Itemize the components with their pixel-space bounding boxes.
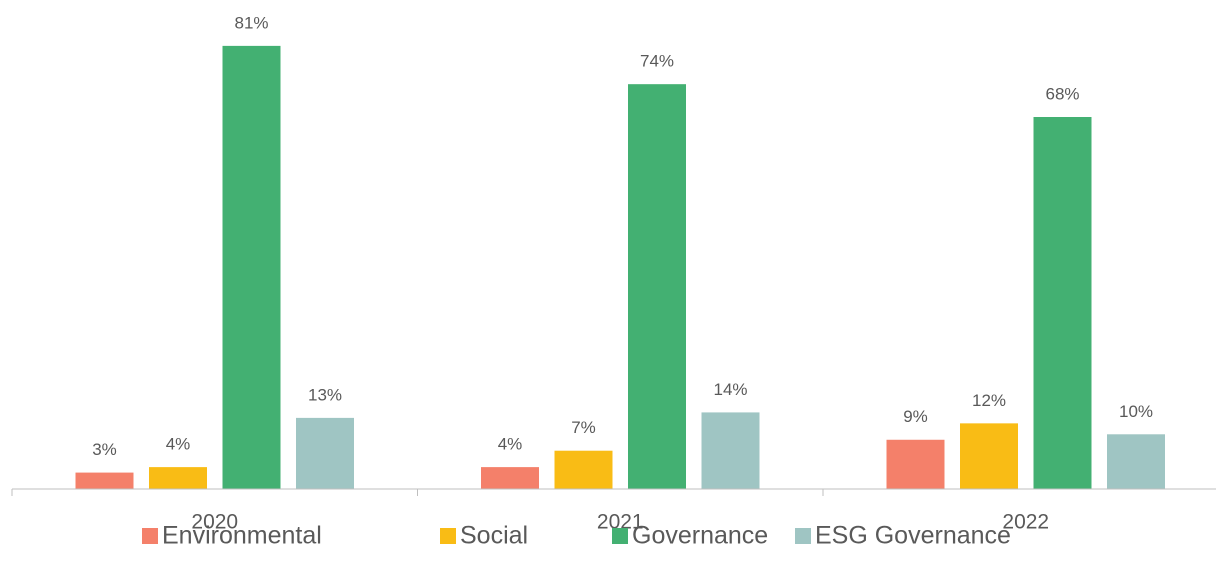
data-label: 4%: [498, 435, 523, 454]
bar: [1033, 117, 1092, 489]
legend-swatch: [795, 528, 811, 544]
legend-swatch: [612, 528, 628, 544]
data-label: 81%: [234, 13, 268, 32]
data-label: 10%: [1119, 402, 1153, 421]
data-label: 68%: [1045, 84, 1079, 103]
data-label: 13%: [308, 385, 342, 404]
bar: [481, 467, 539, 489]
x-tick-label: 2022: [1002, 511, 1049, 534]
bar: [296, 417, 354, 489]
legend-swatch: [440, 528, 456, 544]
data-label: 4%: [166, 435, 191, 454]
bar: [886, 439, 945, 489]
bar: [222, 45, 281, 489]
bar: [149, 467, 207, 489]
bar: [554, 450, 613, 489]
bar: [701, 412, 760, 489]
bar: [1107, 434, 1165, 489]
legend-swatch: [142, 528, 158, 544]
legend-label: Governance: [632, 522, 768, 550]
data-label: 12%: [972, 391, 1006, 410]
legend-label: Environmental: [162, 522, 322, 550]
data-label: 74%: [640, 52, 674, 71]
x-tick-label: 2021: [597, 511, 644, 534]
data-label: 14%: [713, 380, 747, 399]
legend-label: Social: [460, 522, 528, 550]
data-label: 9%: [903, 407, 928, 426]
bar: [628, 84, 686, 490]
bar: [75, 472, 134, 489]
bar: [960, 423, 1018, 489]
x-tick-label: 2020: [191, 511, 238, 534]
legend-label: ESG Governance: [815, 522, 1011, 550]
data-label: 7%: [571, 418, 596, 437]
data-label: 3%: [92, 440, 117, 459]
